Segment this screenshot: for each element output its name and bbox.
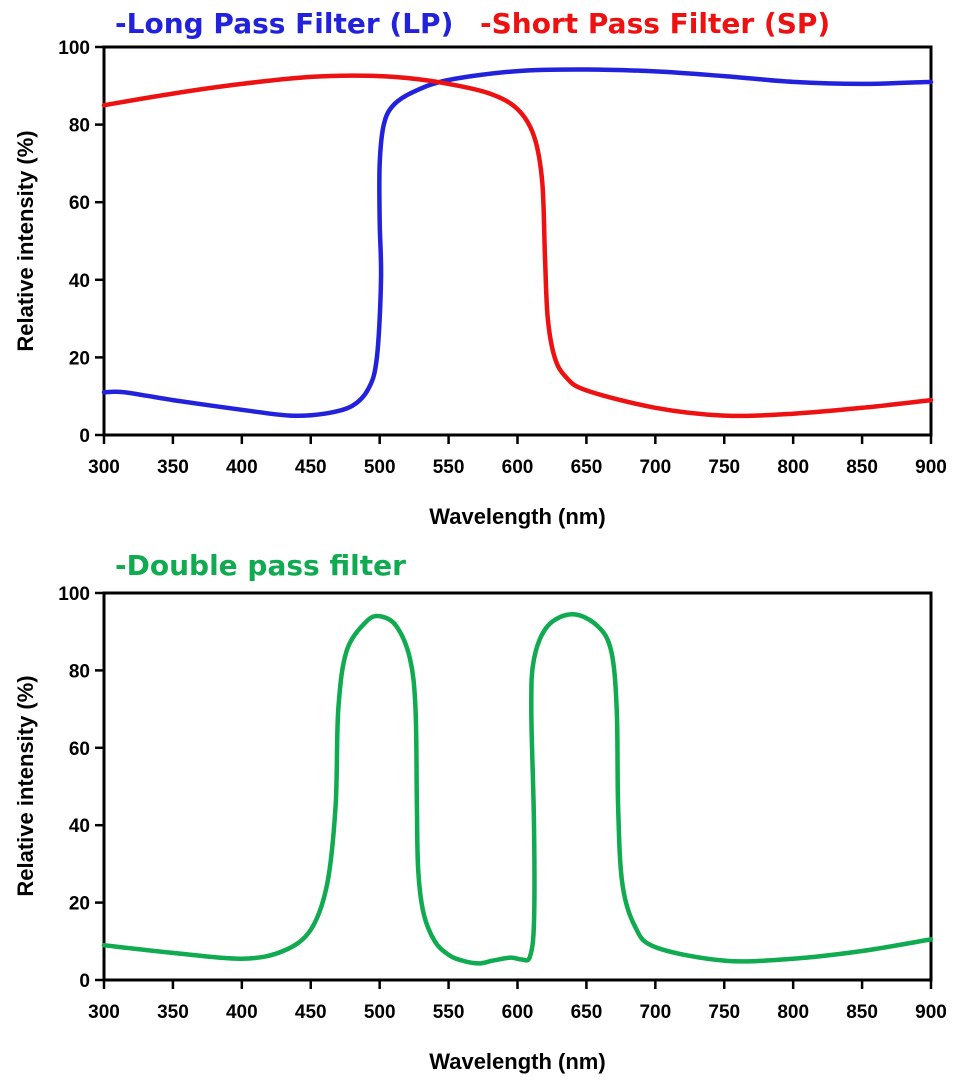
chart-title-1: -Double pass filter [115,549,406,582]
y-tick-label: 80 [69,116,90,137]
x-tick-label: 800 [777,457,809,478]
chart-title-2: -Short Pass Filter (SP) [480,7,830,40]
x-tick-label: 450 [295,457,327,478]
x-tick-label: 850 [846,1002,878,1023]
y-tick-label: 0 [79,971,90,992]
x-tick-label: 900 [915,1002,947,1023]
y-tick-label: 80 [69,661,90,682]
x-axis-label: Wavelength (nm) [429,504,605,529]
series-line-1 [101,612,934,966]
y-tick-label: 60 [69,739,90,760]
x-tick-label: 650 [571,1002,603,1023]
x-tick-label: 700 [639,457,671,478]
x-tick-label: 400 [226,1002,258,1023]
x-tick-label: 500 [364,1002,396,1023]
y-tick-label: 0 [79,426,90,447]
x-tick-label: 350 [157,457,189,478]
x-tick-label: 750 [708,457,740,478]
x-tick-label: 400 [226,457,258,478]
x-tick-label: 650 [571,457,603,478]
x-tick-label: 500 [364,457,396,478]
x-tick-label: 750 [708,1002,740,1023]
y-tick-label: 20 [69,348,90,369]
y-tick-label: 20 [69,894,90,915]
x-tick-label: 800 [777,1002,809,1023]
plot-frame [102,45,933,437]
x-tick-label: 350 [157,1002,189,1023]
y-tick-label: 100 [58,584,90,605]
x-tick-label: 600 [502,457,534,478]
chart-panel-1: -Long Pass Filter (LP) -Short Pass Filter… [13,7,947,529]
y-axis-label: Relative intensity (%) [13,675,38,896]
x-tick-label: 700 [639,1002,671,1023]
plot-frame [102,591,933,982]
x-tick-label: 900 [915,457,947,478]
series-line-2 [101,73,934,419]
series-line-1 [101,67,934,419]
x-tick-label: 300 [88,1002,120,1023]
x-tick-label: 600 [502,1002,534,1023]
x-tick-label: 300 [88,457,120,478]
x-tick-label: 550 [433,457,465,478]
x-tick-label: 850 [846,457,878,478]
chart-title-1: -Long Pass Filter (LP) [115,7,453,40]
y-tick-label: 60 [69,193,90,214]
x-tick-label: 450 [295,1002,327,1023]
x-tick-label: 550 [433,1002,465,1023]
y-tick-label: 40 [69,271,90,292]
y-axis-label: Relative intensity (%) [13,130,38,351]
x-axis-label: Wavelength (nm) [429,1049,605,1074]
y-tick-label: 100 [58,38,90,59]
y-tick-label: 40 [69,816,90,837]
